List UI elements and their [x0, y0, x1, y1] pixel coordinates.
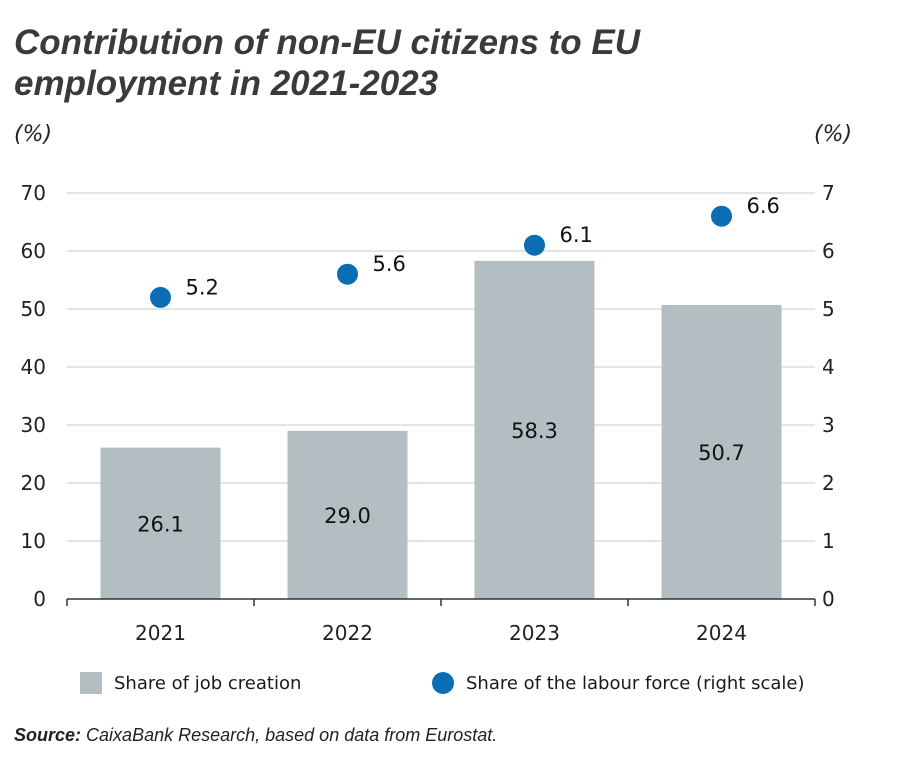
y-tick-right: 5	[822, 297, 835, 321]
chart-plot: 0 10 20 30 40 50 60 70 0 1 2 3 4 5 6 7 26.1 5.2 2021 29.0 5.…	[21, 181, 835, 645]
source-note: Source: CaixaBank Research, based on dat…	[14, 725, 497, 746]
y-tick-right: 3	[822, 413, 835, 437]
left-axis-unit: (%)	[14, 122, 53, 147]
bar	[474, 260, 595, 599]
x-tick-label: 2022	[322, 621, 373, 645]
bar-data-label: 26.1	[137, 512, 184, 536]
source-label: Source:	[14, 725, 82, 745]
dot	[524, 234, 545, 256]
legend-label-dots: Share of the labour force (right scale)	[466, 672, 805, 694]
dot-data-label: 6.6	[747, 194, 780, 218]
source-text: CaixaBank Research, based on data from E…	[86, 725, 498, 745]
bar	[287, 430, 408, 599]
y-tick-left: 70	[21, 181, 46, 205]
y-tick-left: 60	[21, 239, 46, 263]
y-tick-right: 6	[822, 239, 835, 263]
y-tick-right: 2	[822, 471, 835, 495]
y-tick-left: 30	[21, 413, 46, 437]
y-tick-right: 0	[822, 587, 835, 611]
y-tick-left: 20	[21, 471, 46, 495]
x-tick-label: 2023	[509, 621, 560, 645]
legend-swatch-bar	[80, 672, 102, 694]
dot-data-label: 6.1	[560, 223, 593, 247]
dot	[150, 286, 171, 308]
dot	[711, 205, 732, 227]
y-tick-left: 50	[21, 297, 46, 321]
dot-data-label: 5.6	[373, 252, 406, 276]
bar-data-label: 50.7	[698, 441, 745, 465]
bar-data-label: 58.3	[511, 419, 558, 443]
bar	[100, 447, 221, 599]
legend-swatch-dot	[432, 672, 454, 694]
right-axis-unit: (%)	[814, 122, 853, 147]
x-tick-label: 2021	[135, 621, 186, 645]
y-tick-left: 0	[33, 587, 46, 611]
dot	[337, 263, 358, 285]
y-tick-left: 10	[21, 529, 46, 553]
y-tick-right: 1	[822, 529, 835, 553]
chart-title: Contribution of non-EU citizens to EU em…	[14, 23, 641, 103]
dot-data-label: 5.2	[186, 275, 219, 299]
bar-data-label: 29.0	[324, 504, 371, 528]
y-tick-left: 40	[21, 355, 46, 379]
bar	[661, 304, 782, 599]
y-tick-right: 4	[822, 355, 835, 379]
y-tick-right: 7	[822, 181, 835, 205]
legend-label-bars: Share of job creation	[114, 672, 302, 694]
legend-item-bars: Share of job creation	[80, 672, 301, 694]
legend-item-dots: Share of the labour force (right scale)	[432, 672, 804, 694]
x-tick-label: 2024	[696, 621, 747, 645]
